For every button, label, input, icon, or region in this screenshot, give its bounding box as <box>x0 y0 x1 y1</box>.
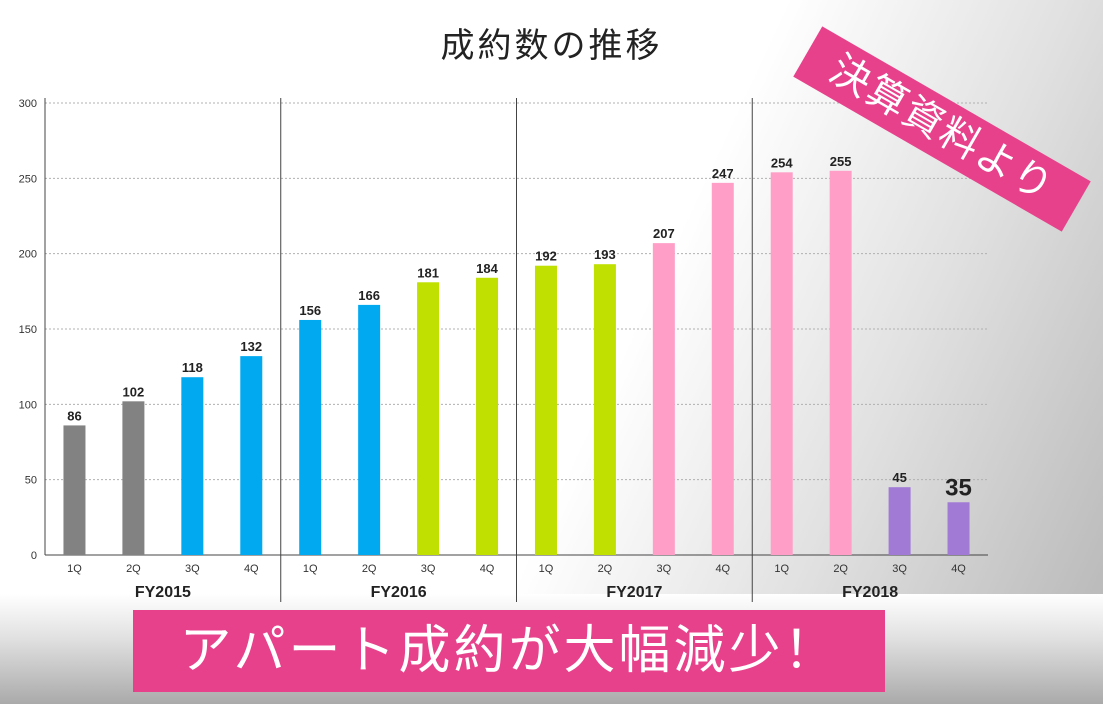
quarter-label: 3Q <box>892 563 907 575</box>
chart-title: 成約数の推移 <box>440 26 663 66</box>
bar <box>299 319 322 555</box>
quarter-label: 1Q <box>774 563 789 575</box>
fiscal-year-label: FY2017 <box>606 584 662 601</box>
data-label: 166 <box>358 288 380 303</box>
y-tick-label: 50 <box>25 475 37 487</box>
data-label: 156 <box>299 303 321 318</box>
data-label: 86 <box>67 408 81 423</box>
quarter-label: 2Q <box>126 563 141 575</box>
data-label: 181 <box>417 265 439 280</box>
y-tick-label: 150 <box>19 324 37 336</box>
quarter-label: 1Q <box>539 563 554 575</box>
y-tick-label: 250 <box>19 173 37 185</box>
quarter-label: 4Q <box>480 563 495 575</box>
fiscal-year-label: FY2018 <box>842 584 898 601</box>
quarter-label: 1Q <box>303 563 318 575</box>
data-label: 254 <box>771 155 793 170</box>
fiscal-year-label: FY2015 <box>135 584 191 601</box>
quarter-label: 2Q <box>833 563 848 575</box>
quarter-label: 4Q <box>244 563 259 575</box>
data-label: 102 <box>123 384 145 399</box>
data-label: 45 <box>892 470 906 485</box>
data-label: 118 <box>182 360 203 375</box>
bar <box>711 182 734 555</box>
bar <box>417 282 440 555</box>
bar <box>476 277 499 555</box>
bar <box>829 170 852 556</box>
y-tick-label: 0 <box>31 550 37 562</box>
bar <box>593 264 616 555</box>
bar <box>122 401 145 555</box>
quarter-label: 4Q <box>715 563 730 575</box>
bar <box>534 265 557 555</box>
bar <box>63 425 86 555</box>
data-label: 132 <box>240 339 262 354</box>
data-label: 247 <box>712 166 734 181</box>
data-label: 193 <box>594 247 616 262</box>
y-tick-label: 300 <box>19 98 37 110</box>
data-label: 255 <box>830 154 852 169</box>
data-label: 184 <box>476 261 498 276</box>
bar <box>888 487 911 555</box>
data-label: 192 <box>535 249 557 264</box>
quarter-label: 2Q <box>598 563 613 575</box>
y-tick-label: 200 <box>19 249 37 261</box>
bar <box>947 502 970 555</box>
quarter-label: 3Q <box>185 563 200 575</box>
bar <box>240 356 263 555</box>
bar <box>652 243 675 555</box>
quarter-label: 2Q <box>362 563 377 575</box>
bar <box>770 172 793 555</box>
quarter-label: 4Q <box>951 563 966 575</box>
quarter-label: 3Q <box>657 563 672 575</box>
bar <box>181 377 204 555</box>
quarter-label: 1Q <box>67 563 82 575</box>
bar <box>358 304 381 555</box>
y-tick-label: 100 <box>19 399 37 411</box>
data-label: 35 <box>945 474 972 501</box>
quarter-label: 3Q <box>421 563 436 575</box>
headline-banner: アパート成約が大幅減少！ <box>133 610 885 692</box>
data-label: 207 <box>653 226 675 241</box>
fiscal-year-label: FY2016 <box>371 584 427 601</box>
